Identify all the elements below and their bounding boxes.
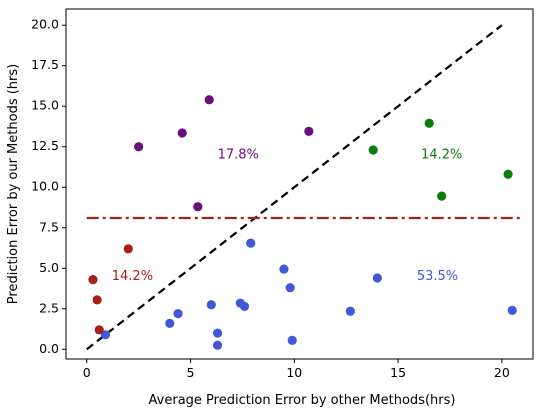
- data-point-s0-7: [239, 301, 250, 311]
- x-tick-label: 20: [494, 365, 510, 380]
- data-point-s0-5: [212, 340, 223, 350]
- data-point-s3-2: [94, 325, 104, 335]
- data-point-s1-4: [304, 126, 314, 136]
- percentage-annotation-3: 53.5%: [417, 269, 458, 284]
- data-point-s2-2: [437, 191, 447, 201]
- data-point-s2-1: [424, 118, 434, 128]
- data-point-s2-3: [503, 169, 513, 179]
- data-point-s3-0: [88, 275, 98, 285]
- y-tick-label: 10.0: [31, 179, 59, 194]
- data-point-s1-0: [134, 142, 144, 152]
- x-tick-label: 0: [83, 365, 91, 380]
- data-point-s0-9: [279, 264, 289, 274]
- y-tick-label: 7.5: [39, 219, 59, 234]
- x-tick-label: 10: [286, 365, 302, 380]
- data-point-s1-2: [193, 202, 203, 212]
- data-point-s0-13: [372, 273, 382, 283]
- data-point-s0-2: [173, 309, 183, 319]
- axes: 0 5 10 15 20 0.0 2.5 5.0 7.5 10.0 12.5 15.0 17.5 20.0: [31, 8, 534, 380]
- x-tick-label: 5: [187, 365, 195, 380]
- diagonal-reference-line: [86, 24, 503, 351]
- y-tick-label: 15.0: [31, 98, 59, 113]
- data-point-s0-0: [100, 330, 111, 340]
- plot-area: 17.8% 14.2% 14.2% 53.5%: [86, 24, 523, 351]
- data-point-s3-3: [123, 244, 133, 254]
- data-point-s1-3: [204, 95, 214, 105]
- percentage-annotation-0: 17.8%: [218, 147, 259, 162]
- data-point-s0-10: [285, 283, 295, 293]
- percentage-annotation-1: 14.2%: [421, 147, 462, 162]
- data-point-s2-0: [368, 145, 378, 155]
- data-point-s3-1: [92, 295, 102, 305]
- data-point-s0-4: [212, 328, 223, 338]
- data-point-s0-12: [345, 306, 355, 316]
- x-tick-label: 15: [390, 365, 406, 380]
- data-point-s0-14: [507, 305, 517, 315]
- data-point-s0-11: [287, 335, 297, 345]
- percentage-annotation-2: 14.2%: [112, 269, 153, 284]
- data-point-s0-8: [246, 238, 256, 248]
- y-tick-label: 0.0: [39, 341, 59, 356]
- plot-frame: [65, 8, 534, 360]
- data-point-s0-1: [165, 318, 175, 328]
- y-axis-title: Prediction Error by our Methods (hrs): [6, 64, 21, 304]
- y-tick-label: 20.0: [31, 17, 59, 32]
- y-tick-label: 17.5: [31, 57, 59, 72]
- y-tick-label: 12.5: [31, 138, 59, 153]
- data-point-s0-3: [206, 300, 216, 310]
- x-axis-title: Average Prediction Error by other Method…: [149, 393, 456, 408]
- data-point-s1-1: [177, 128, 187, 138]
- y-tick-label: 2.5: [39, 300, 59, 315]
- y-tick-label: 5.0: [39, 260, 59, 275]
